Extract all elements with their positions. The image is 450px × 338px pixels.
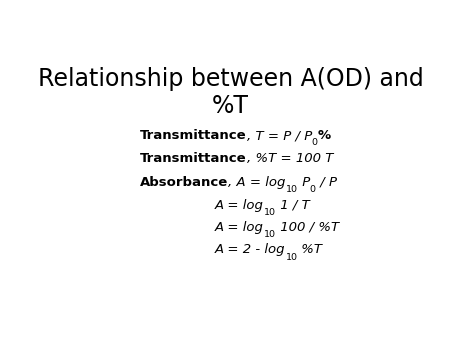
Text: 1 / T: 1 / T [276, 198, 310, 212]
Text: %: % [318, 129, 331, 142]
Text: A = log: A = log [215, 198, 264, 212]
Text: / P: / P [316, 176, 337, 189]
Text: , %T = 100 T: , %T = 100 T [247, 152, 333, 166]
Text: 10: 10 [264, 230, 276, 239]
Text: 10: 10 [286, 185, 297, 194]
Text: %T: %T [297, 243, 323, 256]
Text: Transmittance: Transmittance [140, 152, 247, 166]
Text: 10: 10 [264, 208, 276, 217]
Text: , A = log: , A = log [228, 176, 286, 189]
Text: P: P [297, 176, 310, 189]
Text: 10: 10 [285, 252, 297, 262]
Text: Transmittance: Transmittance [140, 129, 247, 142]
Text: Absorbance: Absorbance [140, 176, 228, 189]
Text: A = 2 - log: A = 2 - log [215, 243, 285, 256]
Text: Relationship between A(OD) and
%T: Relationship between A(OD) and %T [38, 67, 423, 118]
Text: , T = P / P: , T = P / P [247, 129, 312, 142]
Text: 0: 0 [312, 138, 318, 147]
Text: 0: 0 [310, 185, 316, 194]
Text: 100 / %T: 100 / %T [276, 221, 339, 234]
Text: A = log: A = log [215, 221, 264, 234]
